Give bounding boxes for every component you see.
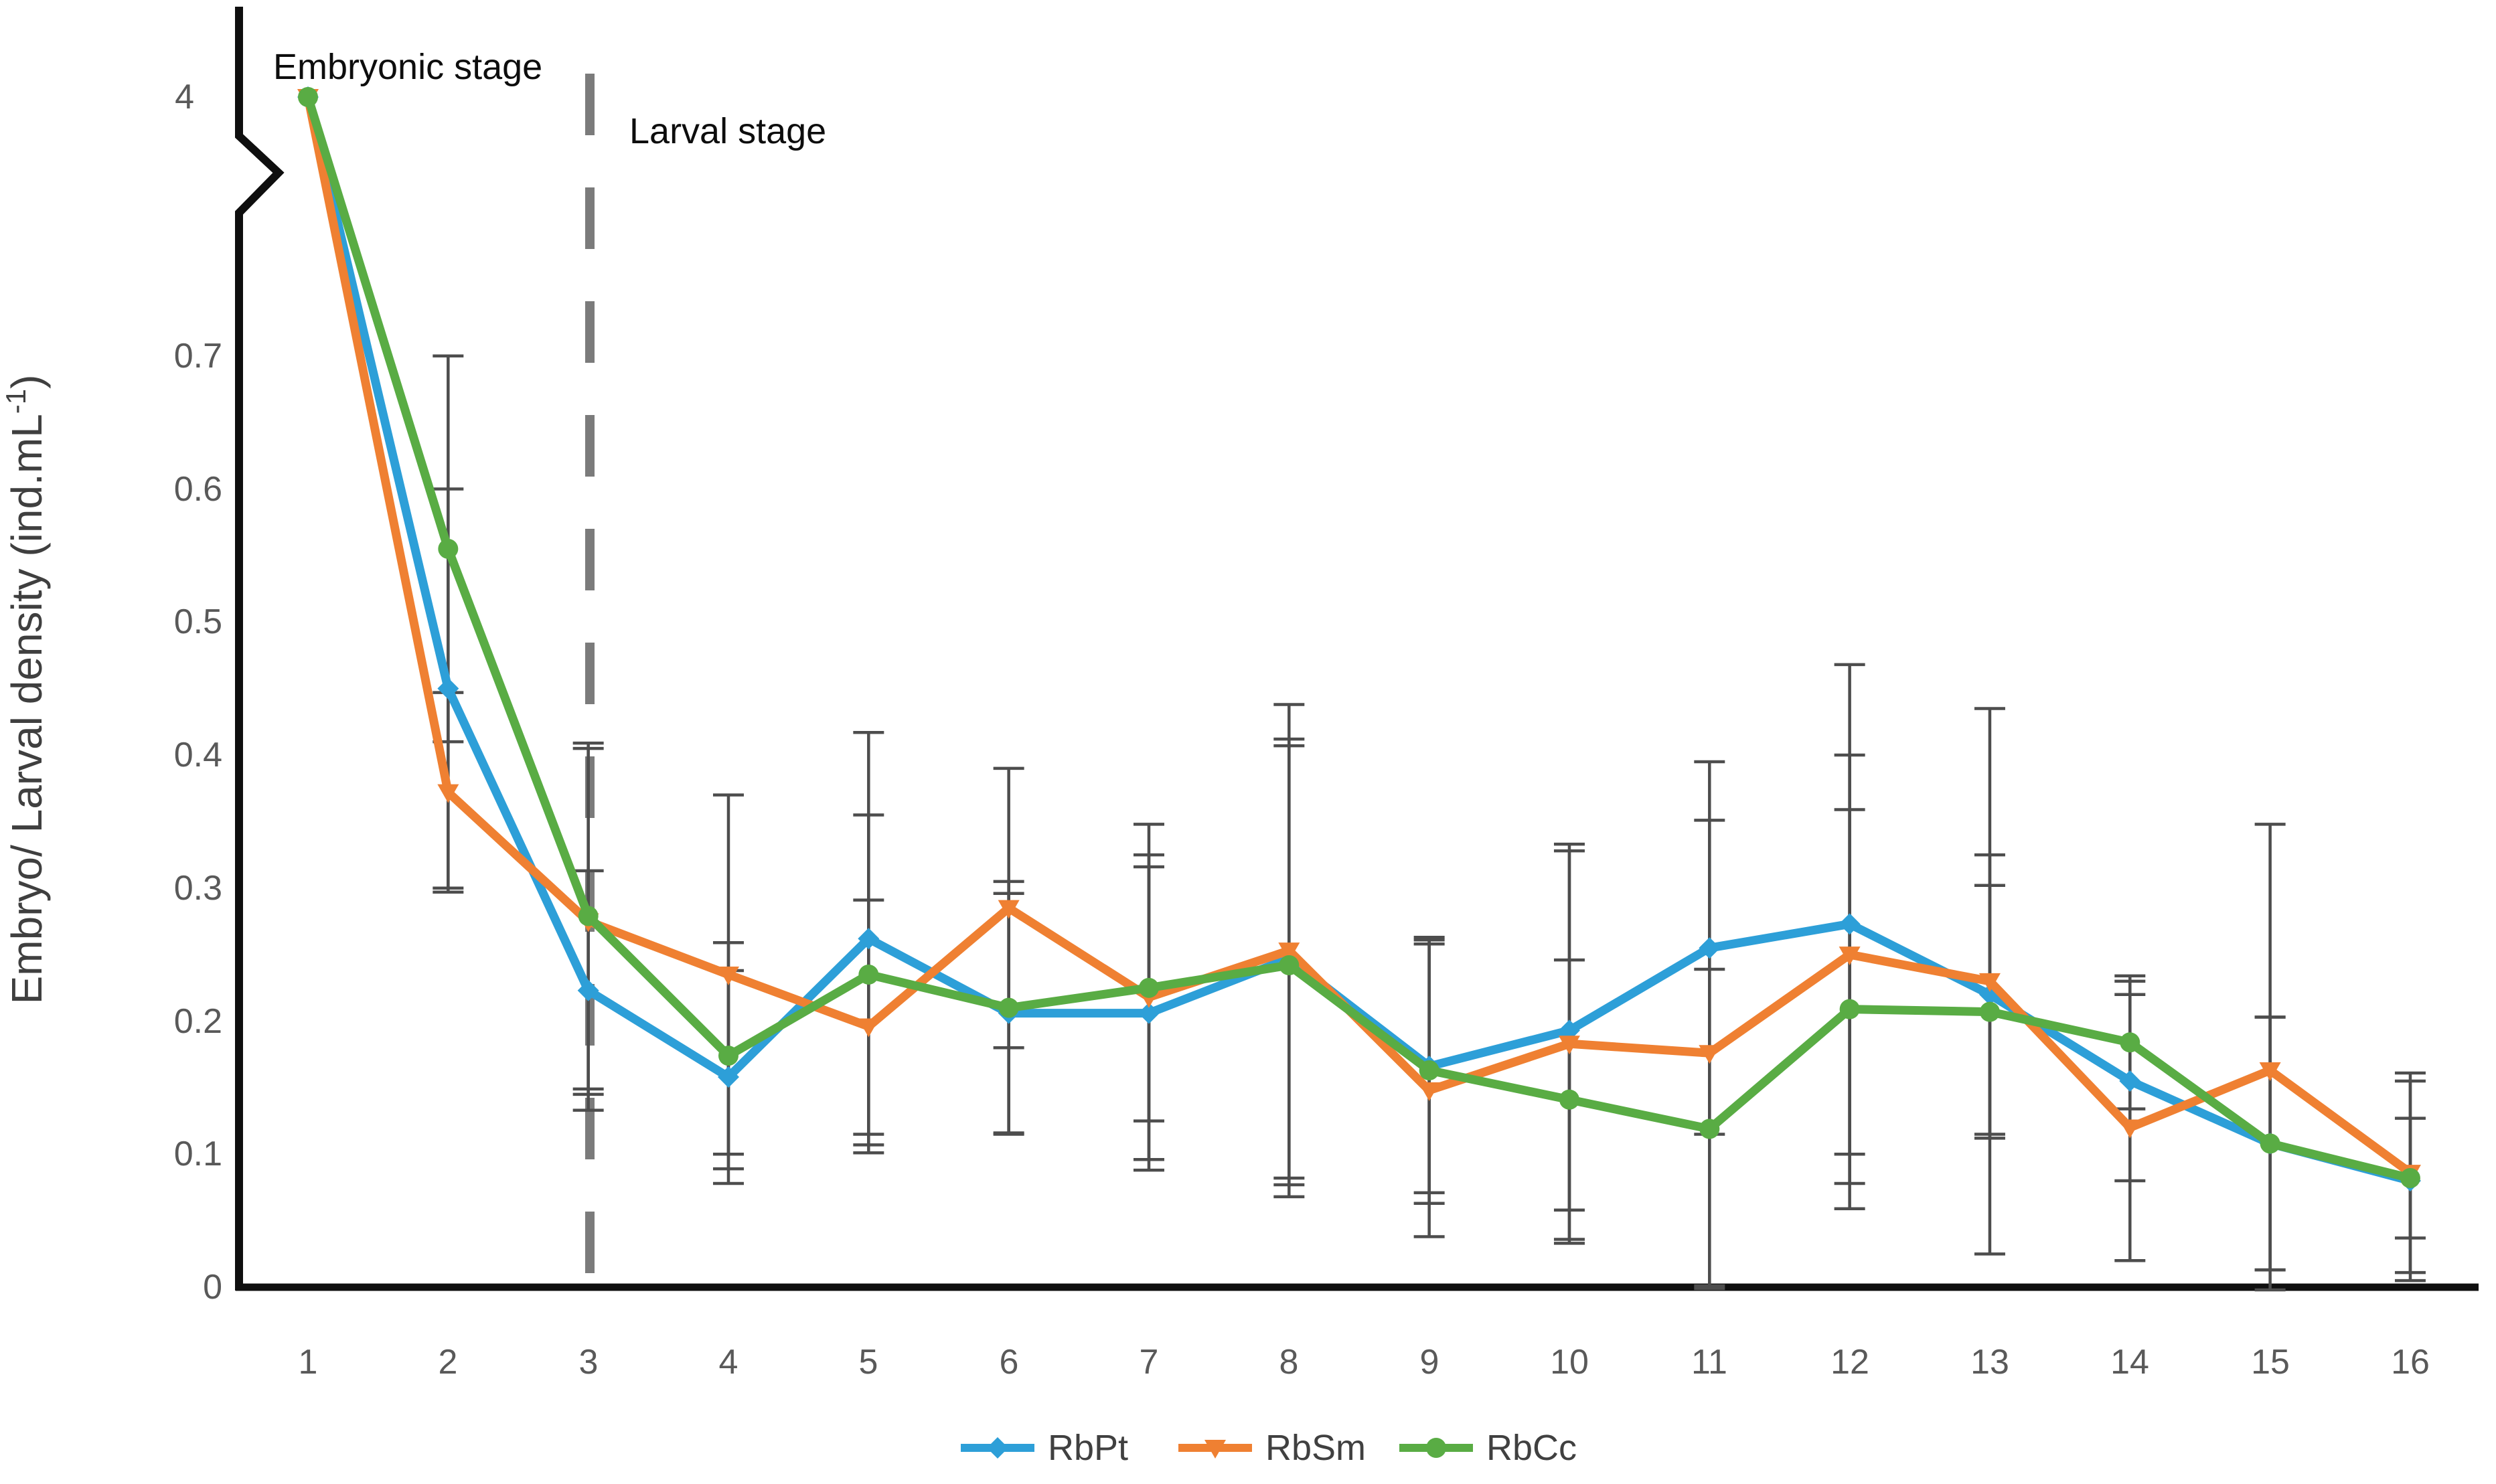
x-tick-labels: 1 2 3 4 5 6 7 8 9 10 11 12 13 14 15 16 (299, 1343, 2430, 1382)
y-axis-title-superscript: -1 (0, 389, 31, 414)
x-tick-13: 13 (1970, 1343, 2009, 1382)
x-tick-10: 10 (1550, 1343, 1589, 1382)
y-axis-title-main: Embryo/ Larval density (ind.mL (3, 414, 51, 1004)
y-tick-4: 4 (175, 78, 194, 116)
y-tick-0-5: 0.5 (174, 602, 222, 641)
legend-item-rbcc: RbCc (1399, 1428, 1577, 1468)
y-axis-title: Embryo/ Larval density (ind.mL-1) (0, 375, 51, 1005)
x-tick-11: 11 (1691, 1343, 1727, 1382)
x-tick-3: 3 (579, 1343, 599, 1382)
series-layer (297, 86, 2421, 1191)
legend-label-rbcc: RbCc (1486, 1428, 1577, 1468)
y-tick-0-1: 0.1 (174, 1135, 222, 1173)
x-tick-16: 16 (2391, 1343, 2430, 1382)
series-line-rbcc (298, 87, 2420, 1189)
x-tick-15: 15 (2251, 1343, 2290, 1382)
x-tick-8: 8 (1279, 1343, 1299, 1382)
x-tick-7: 7 (1140, 1343, 1159, 1382)
y-tick-0: 0 (203, 1268, 222, 1307)
y-axis (235, 7, 285, 1291)
x-tick-2: 2 (439, 1343, 458, 1382)
y-tick-0-4: 0.4 (174, 736, 222, 774)
x-tick-5: 5 (859, 1343, 878, 1382)
x-tick-12: 12 (1830, 1343, 1869, 1382)
error-bars-rbcc (433, 354, 2426, 1291)
x-tick-1: 1 (299, 1343, 318, 1382)
y-tick-0-2: 0.2 (174, 1002, 222, 1041)
embryonic-stage-label: Embryonic stage (273, 47, 542, 87)
legend-item-rbpt: RbPt (961, 1428, 1128, 1468)
y-tick-0-3: 0.3 (174, 869, 222, 908)
y-axis-title-close: ) (3, 375, 51, 389)
legend-item-rbsm: RbSm (1178, 1428, 1366, 1468)
y-tick-labels: 4 0.7 0.6 0.5 0.4 0.3 0.2 0.1 0 (174, 78, 222, 1307)
error-bars-layer (433, 354, 2426, 1292)
legend-label-rbpt: RbPt (1048, 1428, 1128, 1468)
y-tick-0-6: 0.6 (174, 470, 222, 509)
x-tick-4: 4 (719, 1343, 738, 1382)
legend-label-rbsm: RbSm (1265, 1428, 1366, 1468)
y-axis-line-with-break (235, 7, 285, 1291)
larval-stage-label: Larval stage (629, 111, 826, 151)
x-tick-14: 14 (2110, 1343, 2149, 1382)
x-tick-6: 6 (1000, 1343, 1019, 1382)
legend: RbPt RbSm RbCc (961, 1428, 1577, 1468)
x-tick-9: 9 (1420, 1343, 1439, 1382)
y-tick-0-7: 0.7 (174, 337, 222, 376)
